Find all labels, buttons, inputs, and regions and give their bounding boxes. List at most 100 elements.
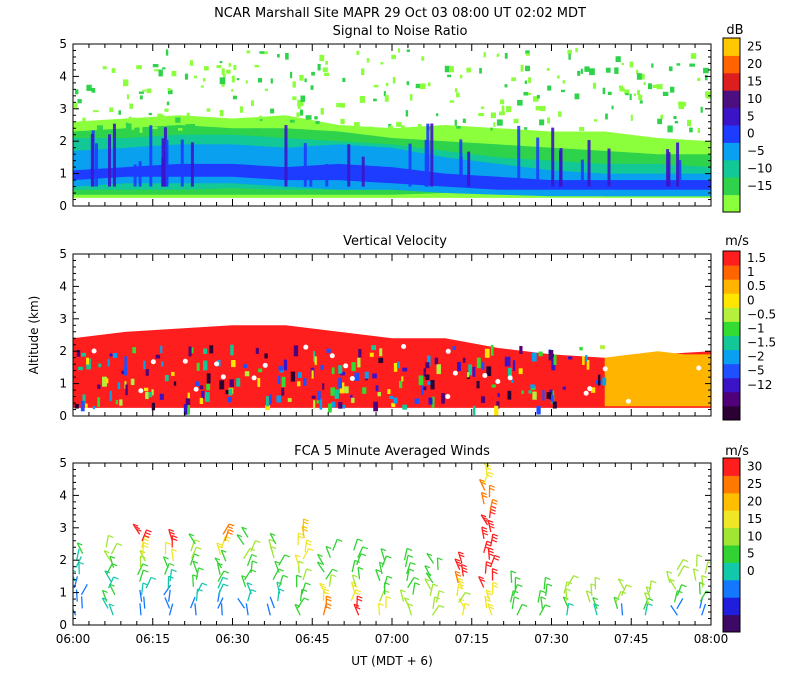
colorbar-label: −0.5: [747, 307, 776, 321]
wind-barb-shaft: [484, 596, 488, 609]
snr-speckle: [624, 89, 630, 95]
wind-barb-flag: [332, 568, 338, 572]
x-axis-label: UT (MDT + 6): [351, 654, 433, 668]
snr-speckle: [449, 100, 455, 103]
wind-barb-flag: [146, 529, 152, 533]
wind-barb-shaft: [566, 603, 570, 616]
wind-barb-shaft: [426, 553, 435, 564]
wind-barb-shaft: [351, 574, 357, 587]
y-tick-label: 1: [59, 377, 67, 391]
velocity-speckle: [209, 345, 214, 354]
velocity-speckle: [358, 349, 362, 358]
snr-speckle: [444, 65, 451, 73]
snr-speckle: [285, 52, 289, 60]
snr-speckle: [690, 53, 697, 59]
wind-barb-shaft: [274, 561, 280, 573]
wind-barb-flag: [485, 589, 492, 593]
velocity-speckle: [331, 367, 335, 375]
wind-barb-shaft: [478, 576, 485, 588]
wind-barb-shaft: [543, 577, 546, 590]
snr-speckle: [633, 93, 636, 96]
wind-barb-shaft: [353, 538, 359, 551]
velocity-speckle: [278, 365, 283, 371]
velocity-gap: [214, 361, 220, 367]
snr-streak: [676, 142, 680, 187]
snr-speckle: [417, 123, 422, 127]
snr-speckle: [219, 60, 223, 64]
wind-barb-shaft: [351, 560, 356, 573]
velocity-speckle: [512, 360, 516, 371]
colorbar-label: 5: [747, 109, 755, 123]
velocity-speckle: [281, 376, 286, 388]
velocity-speckle: [183, 404, 188, 415]
wind-barb-flag: [437, 557, 443, 561]
wind-barb-flag: [492, 498, 498, 502]
wind-barb-flag: [592, 597, 599, 601]
snr-speckle: [324, 72, 330, 77]
wind-barb-flag: [228, 529, 234, 533]
wind-barb-shaft: [406, 562, 411, 575]
snr-speckle: [618, 85, 624, 89]
velocity-speckle: [143, 387, 149, 391]
colorbar-swatch: [723, 579, 740, 598]
snr-speckle: [185, 124, 192, 132]
velocity-speckle: [326, 348, 331, 353]
wind-barb-flag: [305, 582, 311, 586]
snr-speckle: [356, 50, 360, 55]
snr-speckle: [146, 88, 152, 94]
snr-speckle: [447, 74, 452, 78]
velocity-speckle: [552, 401, 557, 409]
colorbar-swatch: [723, 265, 740, 280]
velocity-gap: [401, 344, 407, 350]
snr-speckle: [86, 84, 92, 91]
y-tick-label: 1: [59, 167, 67, 181]
wind-barb-flag: [223, 583, 229, 587]
velocity-speckle: [586, 359, 590, 370]
snr-speckle: [102, 66, 107, 70]
wind-barb-shaft: [435, 590, 440, 603]
snr-speckle: [269, 122, 272, 127]
snr-speckle: [154, 69, 160, 72]
velocity-speckle: [86, 357, 90, 365]
snr-speckle: [643, 82, 646, 86]
snr-speckle: [674, 121, 679, 124]
wind-barb-shaft: [301, 582, 307, 595]
wind-barb-flag: [492, 584, 498, 589]
snr-speckle: [500, 99, 505, 105]
snr-streak: [180, 139, 184, 187]
wind-barb-flag: [77, 542, 83, 546]
velocity-speckle: [456, 361, 461, 372]
wind-barb-shaft: [332, 539, 338, 551]
colorbar-swatch: [723, 72, 740, 91]
snr-speckle: [647, 83, 653, 90]
snr-speckle: [299, 109, 304, 116]
wind-barb-shaft: [704, 561, 709, 574]
wind-barb-flag: [481, 494, 488, 498]
snr-speckle: [236, 78, 240, 81]
wind-barb-shaft: [563, 581, 568, 594]
snr-speckle: [592, 82, 597, 89]
snr-speckle: [580, 68, 583, 74]
snr-speckle: [584, 66, 590, 72]
wind-barb-shaft: [103, 550, 112, 562]
wind-barb-flag: [478, 576, 484, 580]
velocity-gap: [91, 348, 97, 354]
colorbar-label: −1.5: [747, 336, 776, 350]
wind-barb-flag: [222, 576, 229, 580]
wind-barb-shaft: [75, 548, 80, 561]
wind-barb-shaft: [269, 596, 276, 609]
wind-barb-shaft: [145, 577, 152, 589]
wind-barb-flag: [594, 576, 601, 580]
colorbar-swatch: [723, 510, 740, 529]
colorbar-swatch: [723, 142, 740, 161]
wind-barb-flag: [513, 590, 519, 594]
snr-speckle: [315, 120, 320, 125]
wind-barb-shaft: [105, 535, 109, 548]
wind-barb-flag: [354, 592, 360, 596]
x-tick-label: 07:30: [534, 632, 569, 646]
snr-streak: [284, 125, 288, 187]
wind-barb-shaft: [268, 539, 273, 552]
wind-barb-flag: [488, 471, 494, 475]
velocity-speckle: [130, 378, 135, 386]
colorbar-label: 25: [747, 40, 762, 54]
